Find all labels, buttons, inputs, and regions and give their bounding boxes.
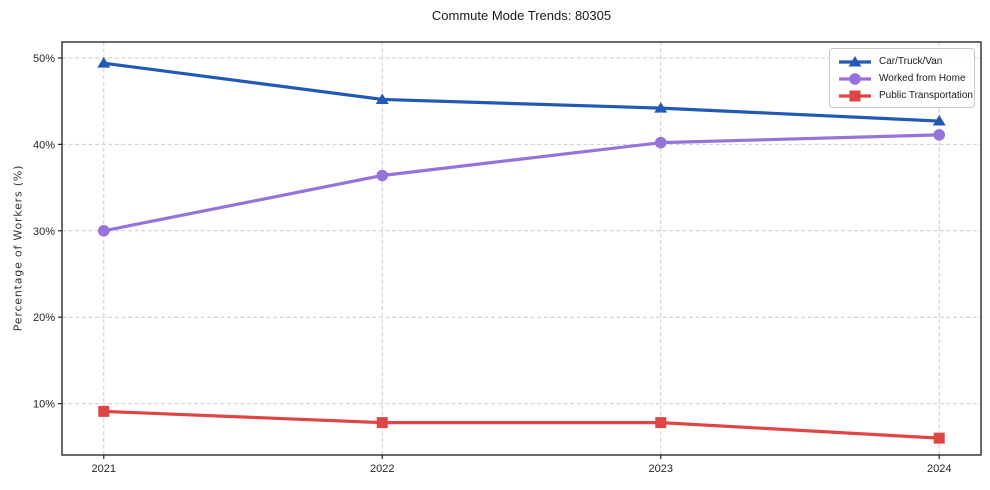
triangle-up-marker — [654, 102, 668, 113]
y-tick-label: 40% — [33, 139, 55, 151]
triangle-up-marker — [932, 115, 946, 126]
triangle-up-marker — [848, 55, 862, 66]
y-tick-label: 20% — [33, 312, 55, 324]
square-marker — [376, 417, 388, 429]
circle-marker — [376, 169, 389, 182]
x-tick-label: 2022 — [370, 463, 394, 475]
series-line-worked-from-home — [102, 133, 941, 233]
square-marker — [98, 405, 110, 417]
legend-label: Worked from Home — [879, 73, 966, 84]
square-marker — [655, 417, 667, 429]
circle-marker — [849, 72, 861, 85]
axes-border — [61, 41, 982, 456]
circle-marker — [654, 136, 667, 149]
x-tick-label: 2021 — [92, 463, 116, 475]
circle-marker — [933, 129, 946, 141]
x-tick-label: 2024 — [927, 463, 951, 475]
series-line-car-truck-van — [102, 61, 941, 123]
legend-entry-public-transportation: Public Transportation — [830, 87, 974, 104]
legend: Car/Truck/Van Worked from Home Public Tr… — [829, 48, 975, 108]
x-tick-label: 2023 — [649, 463, 673, 475]
line-marker-swatch-circle — [839, 72, 871, 85]
series-line-public-transportation — [102, 409, 941, 440]
line-marker-swatch-triangle — [839, 55, 871, 66]
chart-title: Commute Mode Trends: 80305 — [431, 8, 612, 23]
y-tick-label: 50% — [33, 53, 55, 65]
y-tick-label: 30% — [33, 226, 55, 238]
legend-label: Public Transportation — [879, 90, 973, 101]
y-tick-label: 10% — [33, 399, 55, 411]
square-marker — [849, 90, 861, 101]
triangle-up-marker — [375, 93, 389, 104]
legend-label: Car/Truck/Van — [879, 56, 943, 67]
triangle-up-marker — [97, 57, 111, 68]
legend-entry-worked-from-home: Worked from Home — [830, 70, 974, 87]
line-marker-swatch-square — [839, 90, 871, 101]
legend-entry-car-truck-van: Car/Truck/Van — [830, 53, 974, 70]
square-marker — [933, 432, 945, 444]
circle-marker — [97, 224, 110, 237]
